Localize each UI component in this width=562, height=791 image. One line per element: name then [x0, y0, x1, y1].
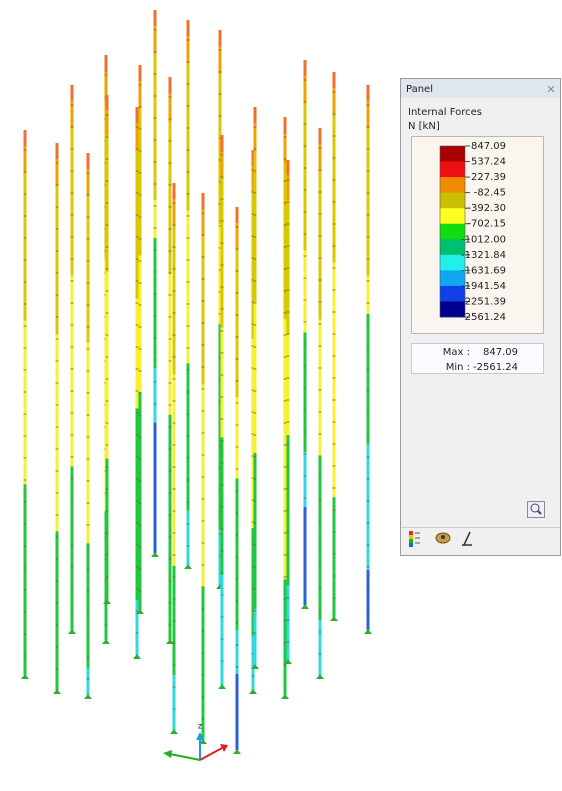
- legend-band: [440, 208, 465, 224]
- legend-label: -702.15: [467, 219, 506, 230]
- panel-title: Panel: [406, 84, 433, 95]
- support: [21, 674, 29, 679]
- legend-label: -1012.00: [461, 234, 506, 245]
- legend-label: -1941.54: [461, 281, 506, 292]
- min-label: Min :: [446, 362, 470, 373]
- support: [330, 616, 338, 621]
- support: [249, 689, 257, 694]
- support: [53, 689, 61, 694]
- legend-label: -1631.69: [461, 265, 506, 276]
- support: [184, 564, 192, 569]
- support: [133, 654, 141, 659]
- support: [364, 629, 372, 634]
- columns: [21, 10, 372, 754]
- model-view: z Panel Internal Forces N [kN] 847.09 537…: [0, 0, 562, 791]
- legend-label: -2251.39: [461, 296, 506, 307]
- svg-text:z: z: [198, 722, 202, 731]
- legend-label: -1321.84: [461, 250, 506, 261]
- support: [151, 552, 159, 557]
- legend-band: [440, 146, 465, 162]
- support: [84, 694, 92, 699]
- support: [103, 599, 111, 604]
- legend-label: -392.30: [467, 203, 506, 214]
- legend-band: [440, 193, 465, 209]
- legend-label: -82.45: [474, 188, 506, 199]
- min-value: -2561.24: [473, 362, 518, 373]
- support: [301, 604, 309, 609]
- support: [233, 749, 241, 754]
- max-value: 847.09: [483, 347, 518, 358]
- result-type: Internal Forces: [408, 107, 482, 118]
- screen: z Panel Internal Forces N [kN] 847.09 537…: [0, 0, 562, 791]
- max-label: Max :: [443, 347, 470, 358]
- support: [170, 729, 178, 734]
- tab-view[interactable]: [436, 533, 450, 543]
- support: [218, 684, 226, 689]
- zoom-button[interactable]: [528, 502, 545, 518]
- support: [316, 674, 324, 679]
- support: [281, 694, 289, 699]
- legend-band: [440, 177, 465, 193]
- legend-label: -2561.24: [461, 312, 506, 323]
- legend-label: 537.24: [471, 157, 506, 168]
- support: [68, 629, 76, 634]
- support: [102, 639, 110, 644]
- legend-label: 227.39: [471, 172, 506, 183]
- legend-band: [440, 162, 465, 178]
- unit: N [kN]: [408, 121, 440, 132]
- legend-label: 847.09: [471, 141, 506, 152]
